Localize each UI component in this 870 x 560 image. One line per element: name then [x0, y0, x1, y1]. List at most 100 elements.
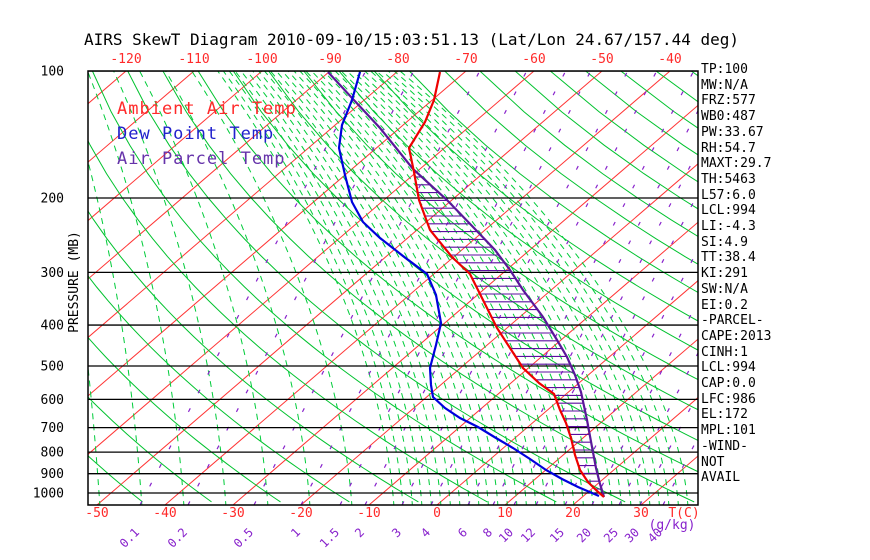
- moist-adiabat-line: [88, 159, 143, 505]
- temp-tick-label-top: -40: [658, 52, 681, 67]
- pressure-tick-label: 400: [41, 319, 64, 334]
- moist-adiabat-line: [217, 71, 395, 505]
- ambient-air-temp-curve: [407, 71, 605, 498]
- isotherm-line: [88, 71, 331, 280]
- pressure-tick-label: 700: [41, 421, 64, 436]
- moist-adiabat-line: [88, 71, 185, 505]
- isotherm-line: [96, 71, 603, 505]
- mixing-ratio-tick-label: 30: [622, 525, 642, 545]
- moist-adiabat-line: [270, 71, 480, 505]
- moist-adiabat-line: [293, 71, 518, 505]
- mixing-ratio-tick-label: 6: [455, 525, 470, 540]
- mixing-ratio-tick-label: 25: [601, 525, 621, 545]
- air-parcel-temp-curve: [327, 71, 606, 498]
- moist-adiabat-line: [228, 71, 413, 505]
- legend-air-parcel: Air Parcel Temp: [117, 149, 286, 169]
- isotherm-line: [436, 280, 698, 505]
- moist-adiabat-line: [376, 71, 651, 505]
- dry-adiabat-line: [338, 71, 698, 351]
- mixing-ratio-tick-label: 1: [288, 525, 303, 540]
- moist-adiabat-line: [264, 71, 470, 505]
- temp-tick-label-bottom: -10: [357, 506, 380, 521]
- dry-adiabat-line: [88, 139, 488, 503]
- temp-tick-label-top: -70: [454, 52, 477, 67]
- legend-ambient-temp: Ambient Air Temp: [117, 99, 297, 119]
- dry-adiabat-line: [162, 71, 695, 503]
- isotherm-line: [504, 338, 698, 505]
- moist-adiabat-line: [334, 71, 584, 505]
- temp-tick-label-bottom: 30: [633, 506, 649, 521]
- mixing-ratio-tick-label: 0.5: [231, 525, 256, 550]
- temp-tick-label-bottom: 10: [497, 506, 513, 521]
- dry-adiabat-line: [88, 210, 419, 503]
- isotherm-line: [88, 71, 127, 105]
- dry-adiabat-line: [832, 71, 870, 502]
- temp-tick-label-bottom: -50: [85, 506, 108, 521]
- mixing-ratio-tick-label: 8: [480, 525, 495, 540]
- isotherm-line: [88, 71, 535, 455]
- dry-adiabat-line: [88, 455, 143, 503]
- page-title: AIRS SkewT Diagram 2010-09-10/15:03:51.1…: [84, 30, 740, 49]
- isotherm-line: [88, 71, 263, 222]
- pressure-tick-label: 900: [41, 467, 64, 482]
- pressure-tick-label: 100: [41, 65, 64, 80]
- pressure-tick-label: 1000: [33, 487, 64, 502]
- grid-layer: [0, 71, 870, 505]
- mixing-ratio-tick-label: 20: [574, 525, 594, 545]
- mixing-ratio-tick-label: 3: [389, 525, 404, 540]
- temp-tick-label-top: -90: [318, 52, 341, 67]
- moist-adiabat-line: [165, 71, 311, 505]
- moist-adiabat-line: [299, 71, 527, 505]
- temp-tick-label-bottom: 0: [433, 506, 441, 521]
- plot-border: [87, 70, 699, 506]
- temp-tick-label-bottom: -30: [221, 506, 244, 521]
- mixing-ratio-tick-label: 1.5: [317, 525, 342, 550]
- moist-adiabat-line: [246, 71, 442, 505]
- mixing-ratio-axis-title: (g/kg): [649, 518, 696, 533]
- isotherm-line: [300, 163, 698, 505]
- dry-adiabat-line: [409, 71, 698, 293]
- moist-adiabat-line: [234, 71, 423, 505]
- temp-axis-title: T(C): [668, 506, 699, 521]
- temp-tick-label-top: -100: [246, 52, 277, 67]
- isotherm-line: [232, 104, 698, 505]
- dry-adiabat-line: [762, 71, 870, 502]
- moist-adiabat-line: [311, 71, 546, 505]
- temp-tick-label-bottom: -40: [153, 506, 176, 521]
- dry-adiabat-line: [127, 71, 626, 503]
- dry-adiabat-line: [88, 336, 281, 503]
- pressure-tick-label: 300: [41, 266, 64, 281]
- mixing-ratio-tick-label: 10: [496, 525, 516, 545]
- dry-adiabat-line: [268, 71, 698, 411]
- temp-tick-label-top: -110: [178, 52, 209, 67]
- moist-adiabat-line: [258, 71, 461, 505]
- stats-panel: TP:100 MW:N/A FRZ:577 WB0:487 PW:33.67 R…: [701, 62, 772, 486]
- mixing-ratio-tick-label: 0.1: [117, 525, 142, 550]
- pressure-tick-label: 800: [41, 446, 64, 461]
- legend-dew-point: Dew Point Temp: [117, 124, 275, 144]
- isotherm-line: [0, 71, 58, 505]
- temp-tick-label-bottom: -20: [289, 506, 312, 521]
- moist-adiabat-line: [370, 71, 641, 505]
- temp-tick-label-top: -50: [590, 52, 613, 67]
- mixing-ratio-tick-label: 0.2: [165, 525, 190, 550]
- moist-adiabat-line: [387, 71, 670, 505]
- temp-tick-label-top: -120: [110, 52, 141, 67]
- pressure-axis-title: PRESSURE (MB): [67, 231, 82, 333]
- temp-tick-label-bottom: 20: [565, 506, 581, 521]
- dry-adiabat-line: [373, 71, 698, 322]
- dew-point-temp-curve: [337, 71, 600, 498]
- moist-adiabat-line: [328, 71, 575, 505]
- moist-adiabat-line: [240, 71, 432, 505]
- moist-adiabat-line: [305, 71, 537, 505]
- temp-tick-label-top: -80: [386, 52, 409, 67]
- pressure-tick-label: 500: [41, 359, 64, 374]
- moist-adiabat-line: [281, 71, 499, 505]
- isotherm-line: [88, 71, 195, 163]
- moist-adiabat-line: [317, 71, 556, 505]
- dry-adiabat-line: [88, 396, 212, 503]
- dry-adiabat-line: [197, 71, 698, 473]
- dry-adiabat-line: [91, 71, 557, 503]
